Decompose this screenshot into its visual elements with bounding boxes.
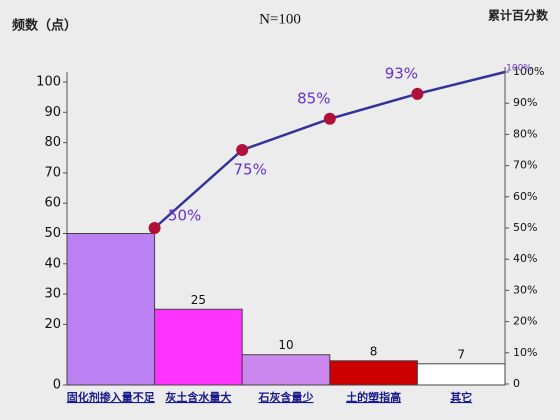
y-tick-label: 20 xyxy=(44,317,61,332)
y2-tick-label: 60% xyxy=(513,190,537,203)
bar-label: 8 xyxy=(370,344,378,358)
y-tick-label: 80 xyxy=(44,135,61,150)
y-tick-label: 90 xyxy=(44,105,61,120)
bar xyxy=(329,360,418,386)
y-tick-label: 40 xyxy=(44,256,61,271)
y2-tick-label: 20% xyxy=(513,315,537,328)
cumulative-label: 100% xyxy=(506,64,532,74)
y2-tick-label: 30% xyxy=(513,283,537,296)
x-tick-label: 土的塑指高 xyxy=(346,390,401,404)
y-tick-label: 50 xyxy=(44,226,61,241)
x-tick-label: 固化剂掺入量不足 xyxy=(67,390,156,404)
cumulative-label: 85% xyxy=(297,89,330,107)
bar-label: 25 xyxy=(191,293,206,307)
y2-axis-title: 累计百分数 xyxy=(488,8,549,23)
y-tick-label: 70 xyxy=(44,165,61,180)
bar xyxy=(66,233,156,386)
bar xyxy=(154,308,243,386)
bar-label: 10 xyxy=(278,338,293,352)
x-tick-label: 灰土含水量大 xyxy=(165,390,231,404)
y2-tick-label: 40% xyxy=(513,252,537,265)
cumulative-point xyxy=(323,112,336,125)
y2-tick-label: 10% xyxy=(513,346,537,359)
y-axis-title: 频数（点） xyxy=(12,18,77,34)
y2-tick-label: 100% xyxy=(513,65,544,78)
bar xyxy=(241,354,331,386)
cumulative-point xyxy=(236,144,249,156)
cumulative-label: 93% xyxy=(385,64,418,82)
bar-label: 7 xyxy=(457,347,465,361)
cumulative-label: 50% xyxy=(168,207,201,225)
y-tick-label: 0 xyxy=(53,378,61,393)
chart-title: N=100 xyxy=(259,11,301,27)
cumulative-label: 75% xyxy=(234,161,267,179)
y2-tick-label: 0 xyxy=(513,377,520,390)
cumulative-point xyxy=(148,222,161,234)
y2-tick-label: 70% xyxy=(513,159,537,172)
y2-tick-label: 80% xyxy=(513,127,537,140)
y2-tick-label: 50% xyxy=(513,221,537,234)
y2-tick-label: 90% xyxy=(513,96,537,109)
bar xyxy=(416,363,506,386)
x-tick-label: 其它 xyxy=(450,390,472,404)
y-tick-label: 30 xyxy=(44,287,61,302)
x-tick-label: 石灰含量少 xyxy=(258,390,314,404)
y-tick-label: 100 xyxy=(36,75,61,90)
y-tick-label: 60 xyxy=(44,196,61,211)
cumulative-point xyxy=(411,87,424,100)
